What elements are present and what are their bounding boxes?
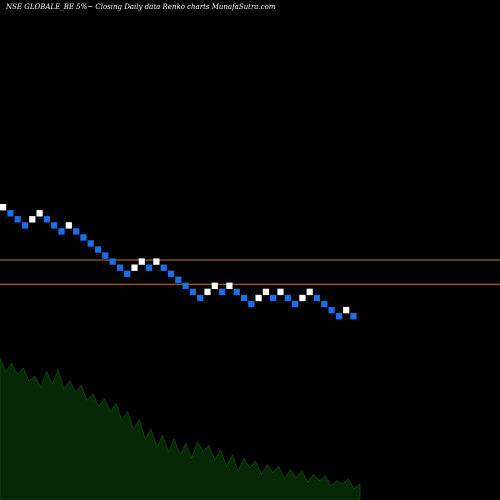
- renko-brick-36: [255, 294, 262, 302]
- renko-brick-33: [233, 288, 240, 296]
- renko-brick-43: [306, 288, 313, 296]
- renko-brick-39: [277, 288, 284, 296]
- renko-brick-3: [14, 216, 21, 223]
- renko-brick-34: [240, 294, 248, 302]
- brick-layer: [0, 204, 357, 320]
- renko-brick-29: [204, 288, 211, 296]
- renko-brick-22: [153, 258, 160, 265]
- renko-brick-30: [211, 282, 218, 289]
- renko-brick-18: [124, 270, 131, 277]
- renko-brick-2: [7, 210, 14, 217]
- renko-brick-48: [343, 306, 350, 314]
- renko-brick-17: [116, 264, 123, 271]
- renko-brick-4: [21, 222, 29, 229]
- renko-brick-11: [73, 228, 80, 235]
- renko-brick-46: [328, 306, 335, 314]
- renko-brick-49: [350, 312, 357, 320]
- renko-brick-44: [313, 294, 321, 302]
- renko-brick-12: [80, 234, 87, 241]
- renko-brick-14: [94, 246, 102, 253]
- renko-brick-16: [109, 258, 116, 265]
- renko-brick-15: [102, 252, 109, 259]
- renko-brick-42: [299, 294, 306, 302]
- renko-brick-28: [197, 294, 204, 302]
- renko-brick-40: [284, 294, 291, 302]
- volume-area: [0, 358, 361, 500]
- renko-brick-24: [167, 270, 175, 277]
- renko-brick-31: [219, 288, 226, 296]
- renko-brick-8: [51, 222, 58, 229]
- reference-line-layer: [0, 259, 500, 285]
- renko-brick-25: [175, 276, 182, 283]
- chart-title: NSE GLOBALE_BE 5%~ Closing Daily data Re…: [5, 3, 276, 11]
- renko-brick-45: [321, 300, 328, 308]
- renko-brick-26: [182, 282, 189, 289]
- renko-brick-5: [29, 216, 36, 223]
- renko-brick-41: [292, 300, 299, 308]
- renko-brick-9: [58, 228, 65, 235]
- renko-brick-7: [43, 216, 50, 223]
- renko-brick-21: [146, 264, 153, 271]
- renko-brick-13: [87, 240, 94, 247]
- renko-brick-27: [189, 288, 196, 296]
- renko-brick-47: [335, 312, 342, 320]
- renko-brick-32: [226, 282, 233, 289]
- renko-brick-23: [160, 264, 167, 271]
- renko-brick-10: [65, 222, 72, 229]
- renko-brick-6: [36, 210, 43, 217]
- renko-brick-37: [262, 288, 269, 296]
- renko-brick-35: [248, 300, 255, 308]
- renko-brick-19: [131, 264, 138, 271]
- renko-brick-38: [270, 294, 277, 302]
- renko-brick-1: [0, 204, 7, 211]
- renko-brick-20: [138, 258, 145, 265]
- volume-layer: [0, 358, 361, 500]
